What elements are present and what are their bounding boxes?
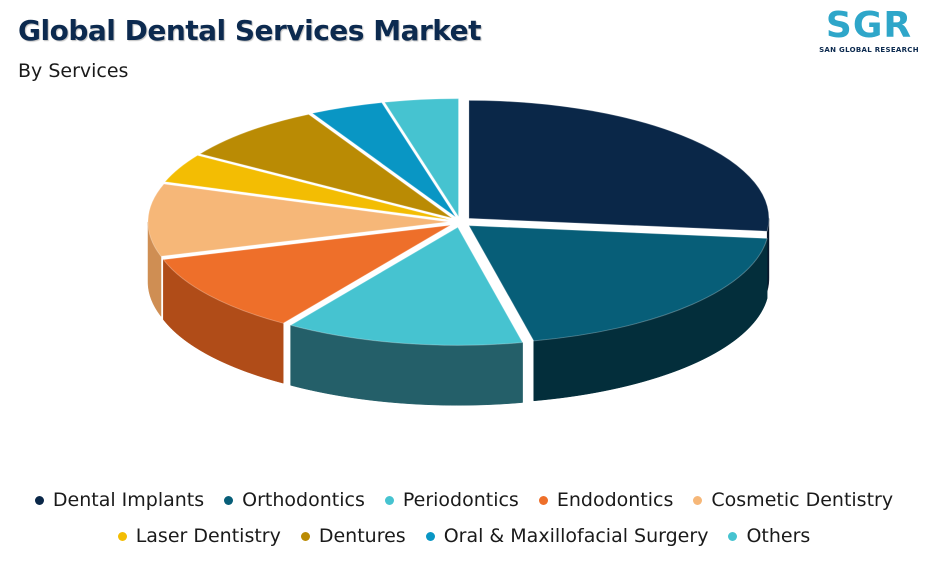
legend-item-cosmetic-dentistry: Cosmetic Dentistry — [693, 489, 893, 511]
slice-oral-and-maxillofacial-surgery — [311, 102, 457, 218]
legend-item-dentures: Dentures — [300, 525, 406, 547]
legend-item-endodontics: Endodontics — [538, 489, 674, 511]
legend-dot — [224, 495, 234, 505]
pie-side-walls — [147, 218, 770, 406]
legend-dot — [34, 495, 44, 505]
legend-item-laser-dentistry: Laser Dentistry — [117, 525, 281, 547]
legend-dot — [538, 495, 548, 505]
logo-letters: SGR — [825, 5, 913, 46]
legend-dot — [300, 531, 310, 541]
legend-item-oral-and-maxillofacial-surgery: Oral & Maxillofacial Surgery — [425, 525, 709, 547]
legend-row: Laser Dentistry Dentures Oral & Maxillofac… — [0, 518, 928, 554]
legend-item-others: Others — [728, 525, 810, 547]
slice-periodontics — [289, 226, 524, 346]
pie-slices — [147, 98, 770, 346]
legend-row: Dental Implants Orthodontics Periodontics E… — [0, 482, 928, 518]
slice-dental-implants — [468, 99, 770, 232]
legend-label: Periodontics — [402, 489, 519, 511]
legend-label: Others — [746, 525, 811, 547]
slice-others — [383, 98, 460, 219]
legend-item-dental-implants: Dental Implants — [34, 489, 205, 511]
legend-dot — [384, 495, 394, 505]
chart-legend: Dental Implants Orthodontics Periodontics E… — [0, 482, 928, 554]
legend-item-periodontics: Periodontics — [384, 489, 519, 511]
sgr-logo: SGR SAN GLOBAL RESEARCH — [818, 6, 920, 58]
slice-laser-dentistry — [164, 154, 450, 221]
slice-orthodontics — [468, 225, 768, 342]
legend-dot — [693, 495, 703, 505]
slice-dentures — [198, 113, 453, 219]
legend-label: Endodontics — [556, 489, 674, 511]
chart-title: Global Dental Services Market — [18, 14, 482, 47]
slice-endodontics — [162, 224, 451, 324]
chart-subtitle: By Services — [18, 60, 129, 82]
logo-company-name: SAN GLOBAL RESEARCH — [819, 46, 919, 54]
legend-item-orthodontics: Orthodontics — [224, 489, 365, 511]
legend-label: Laser Dentistry — [135, 525, 281, 547]
legend-label: Oral & Maxillofacial Surgery — [443, 525, 709, 547]
slice-cosmetic-dentistry — [147, 183, 449, 257]
pie-chart — [147, 98, 770, 406]
legend-label: Cosmetic Dentistry — [711, 489, 894, 511]
legend-label: Orthodontics — [242, 489, 365, 511]
legend-dot — [425, 531, 435, 541]
legend-label: Dental Implants — [52, 489, 205, 511]
legend-label: Dentures — [318, 525, 406, 547]
legend-dot — [728, 531, 738, 541]
legend-dot — [117, 531, 127, 541]
